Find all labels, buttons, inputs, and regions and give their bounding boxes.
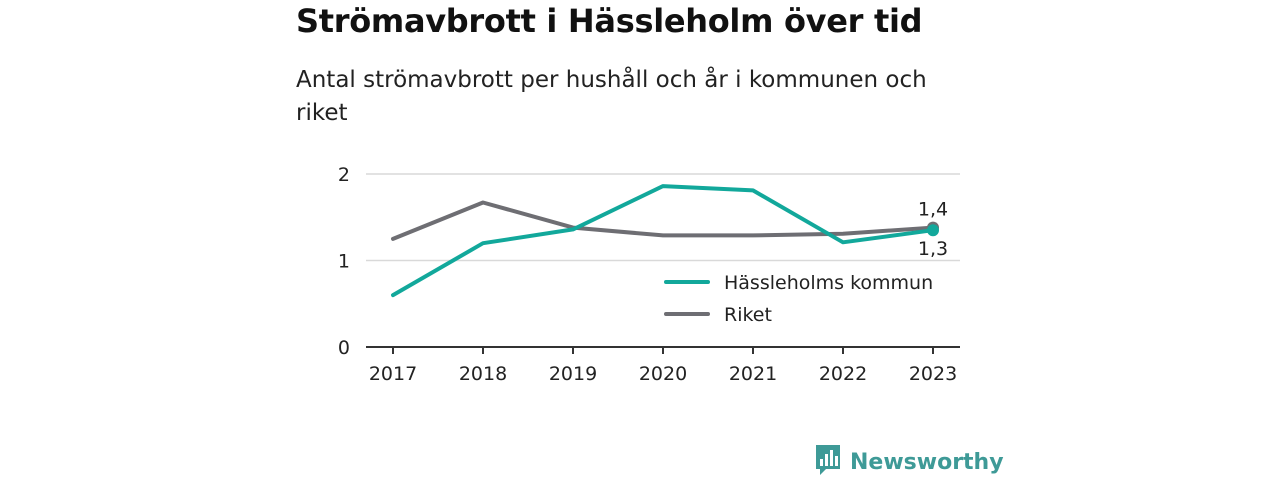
end-value-label-riket: 1,4 bbox=[918, 199, 948, 221]
series-end-marker-0 bbox=[927, 224, 939, 237]
legend: Hässleholms kommun Riket bbox=[664, 272, 933, 326]
x-tick-label: 2021 bbox=[729, 363, 777, 385]
x-tick-label: 2022 bbox=[819, 363, 867, 385]
y-tick-label: 0 bbox=[338, 337, 350, 359]
x-tick-label: 2020 bbox=[639, 363, 687, 385]
x-tick-label: 2017 bbox=[369, 363, 417, 385]
y-tick-label: 1 bbox=[338, 251, 350, 273]
x-axis: 2017 2018 2019 2020 2021 2022 2023 bbox=[366, 346, 960, 385]
series-lines: 1,4 1,3 bbox=[391, 184, 948, 298]
legend-label: Hässleholms kommun bbox=[724, 272, 933, 294]
chart-title: Strömavbrott i Hässleholm över tid bbox=[296, 2, 923, 40]
brand-name: Newsworthy bbox=[850, 449, 1004, 475]
y-tick-label: 2 bbox=[338, 164, 350, 186]
newsworthy-logo: Newsworthy bbox=[814, 443, 1004, 481]
x-tick-label: 2018 bbox=[459, 363, 507, 385]
bar-chart-speech-bubble-icon bbox=[814, 443, 842, 481]
series-line-0 bbox=[391, 184, 935, 298]
y-axis: 0 1 2 bbox=[338, 164, 350, 359]
series-line-1 bbox=[391, 200, 935, 241]
x-tick-label: 2023 bbox=[909, 363, 957, 385]
end-value-label-hassleholm: 1,3 bbox=[918, 238, 948, 260]
x-tick-label: 2019 bbox=[549, 363, 597, 385]
chart-subtitle: Antal strömavbrott per hushåll och år i … bbox=[296, 67, 927, 126]
gridlines bbox=[366, 173, 960, 262]
legend-label: Riket bbox=[724, 304, 772, 326]
